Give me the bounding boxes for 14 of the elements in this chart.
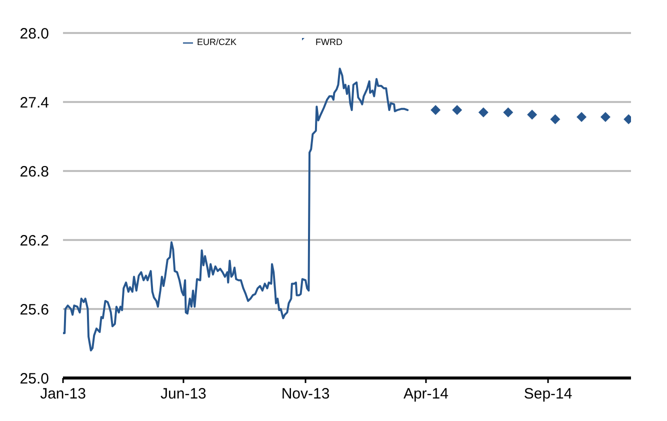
x-tick-label: Jun-13: [160, 386, 206, 403]
legend-label: EUR/CZK: [197, 37, 237, 47]
y-tick-label: 28.0: [20, 25, 49, 42]
y-tick-label: 25.6: [20, 301, 49, 318]
x-tick-label: Sep-14: [524, 386, 572, 403]
line-series: [63, 68, 409, 352]
x-tick-label: Apr-14: [403, 386, 448, 403]
y-tick-label: 26.2: [20, 232, 49, 250]
y-tick-label: 27.4: [20, 94, 49, 112]
x-tick-label: Nov-13: [281, 386, 330, 403]
y-tick-label: 26.8: [20, 163, 49, 180]
y-tick-label: 25.0: [20, 370, 49, 388]
legend-label: FWRD: [316, 37, 343, 47]
x-tick-label: Jan-13: [40, 386, 86, 403]
